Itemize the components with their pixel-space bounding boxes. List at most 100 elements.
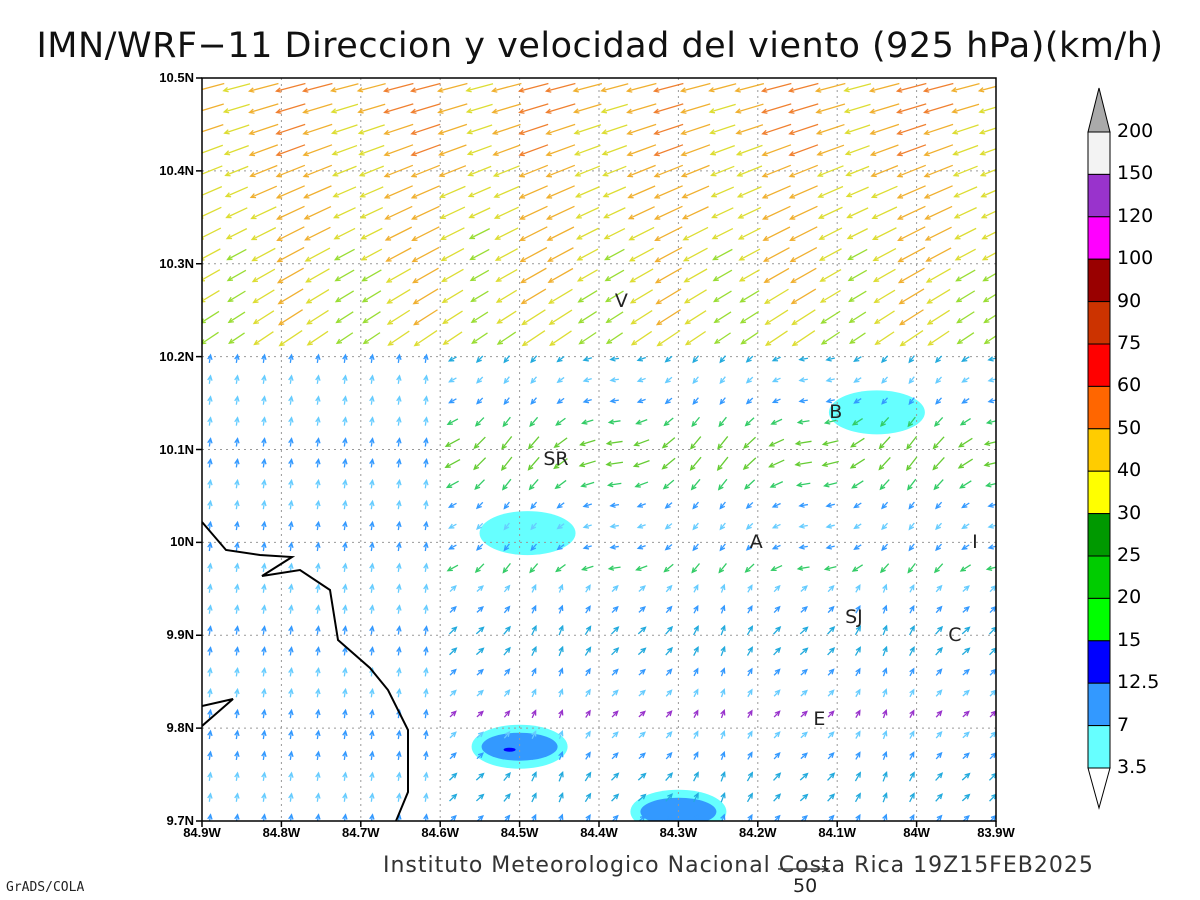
wind-arrow (476, 522, 484, 531)
wind-arrow (747, 667, 753, 677)
wind-arrow (234, 771, 240, 781)
wind-arrow (933, 417, 944, 427)
wind-arrow (850, 437, 865, 448)
wind-arrow (547, 267, 574, 283)
lat-tick-label: 10.2N (159, 348, 194, 364)
wind-arrow (665, 689, 673, 697)
wind-arrow (800, 585, 808, 592)
wind-arrow (449, 731, 457, 739)
wind-arrow (369, 416, 375, 426)
wind-arrow (638, 710, 646, 718)
wind-arrow (989, 731, 996, 739)
wind-arrow (580, 565, 594, 571)
wind-arrow (556, 544, 565, 551)
wind-arrow (579, 439, 596, 447)
wind-arrow (554, 479, 567, 490)
wind-arrow (207, 708, 213, 719)
wind-arrow (369, 729, 375, 740)
wind-arrow (935, 772, 944, 781)
wind-arrow (868, 82, 900, 93)
wind-arrow (745, 501, 754, 510)
wind-arrow (409, 82, 441, 93)
wind-arrow (531, 771, 537, 782)
wind-arrow (251, 247, 276, 262)
wind-arrow (789, 246, 818, 263)
wind-arrow (770, 418, 783, 425)
wind-arrow (496, 331, 517, 345)
wind-arrow (962, 689, 970, 697)
wind-arrow (342, 604, 348, 614)
wind-arrow (261, 687, 267, 698)
wind-arrow (423, 583, 429, 593)
wind-arrow (495, 289, 518, 303)
wind-arrow (440, 227, 465, 241)
wind-arrow (444, 458, 461, 469)
wind-arrow (815, 123, 845, 135)
wind-arrow (693, 709, 699, 719)
wind-arrow (288, 729, 294, 740)
wind-arrow (360, 248, 383, 261)
wind-arrow (787, 82, 819, 93)
wind-arrow (261, 729, 267, 740)
wind-arrow (369, 520, 375, 531)
wind-arrow (878, 456, 891, 471)
wind-arrow (985, 565, 996, 571)
wind-arrow (558, 624, 564, 636)
wind-arrow (331, 144, 358, 156)
wind-arrow (475, 501, 484, 510)
wind-arrow (502, 563, 511, 574)
wind-arrow (518, 123, 549, 136)
wind-arrow (871, 227, 897, 241)
wind-arrow (493, 206, 519, 219)
wind-arrow (449, 647, 458, 656)
colorbar-swatch (1087, 258, 1111, 303)
wind-arrow (818, 248, 842, 261)
wind-arrow (584, 792, 592, 803)
wind-arrow (764, 309, 789, 326)
wind-arrow (207, 813, 213, 821)
wind-arrow (628, 247, 654, 262)
wind-arrow (410, 185, 440, 199)
wind-arrow (843, 103, 871, 114)
wind-arrow (410, 144, 441, 157)
wind-arrow (342, 708, 348, 719)
lat-tick-label: 10N (170, 534, 194, 550)
wind-arrow (527, 436, 540, 450)
wind-arrow (573, 124, 602, 135)
wind-arrow (465, 103, 493, 114)
wind-arrow (849, 332, 866, 344)
wind-arrow (935, 730, 943, 739)
wind-arrow (798, 502, 809, 508)
wind-arrow (909, 583, 915, 593)
wind-arrow (693, 667, 699, 677)
colorbar-swatch (1087, 513, 1111, 557)
wind-arrow (207, 416, 213, 426)
wind-arrow (549, 330, 572, 346)
wind-arrow (396, 687, 402, 698)
wind-arrow (315, 687, 321, 698)
wind-arrow (789, 226, 818, 241)
wind-arrow (301, 82, 333, 93)
wind-arrow (847, 248, 868, 261)
wind-arrow (261, 478, 267, 489)
wind-arrow (961, 544, 970, 550)
wind-arrow (738, 269, 760, 282)
wind-arrow (773, 710, 781, 718)
wind-arrow (225, 228, 248, 240)
wind-arrow (202, 289, 220, 303)
lat-tick-label: 10.1N (159, 441, 194, 457)
wind-arrow (521, 309, 546, 326)
wind-arrow (476, 585, 484, 592)
reference-vector-label: 50 (793, 875, 818, 897)
wind-arrow (496, 310, 517, 324)
wind-arrow (315, 666, 321, 677)
wind-arrow (846, 207, 869, 219)
wind-arrow (609, 544, 619, 550)
wind-arrow (827, 646, 836, 656)
wind-arrow (932, 436, 945, 450)
wind-arrow (846, 228, 868, 240)
wind-arrow (869, 103, 900, 114)
wind-arrow (932, 457, 945, 471)
wind-arrow (746, 771, 754, 782)
wind-arrow (396, 541, 402, 552)
